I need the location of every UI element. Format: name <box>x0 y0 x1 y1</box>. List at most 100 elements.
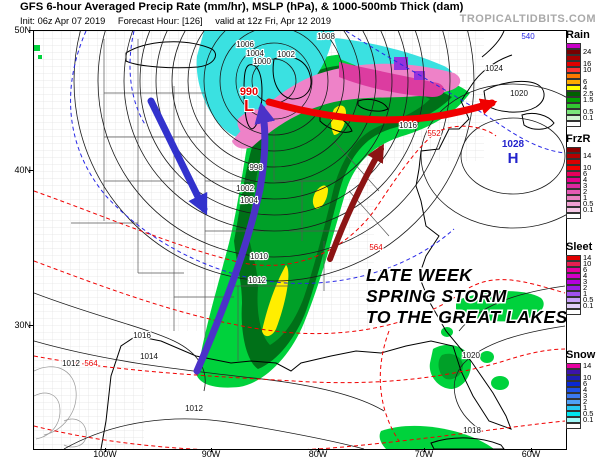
legend-scale-title: Sleet <box>566 241 593 253</box>
legend-row: 6 <box>566 379 600 388</box>
legend-row <box>566 213 600 219</box>
map-label: 1028 <box>502 139 525 150</box>
legend-color-box <box>566 417 581 423</box>
legend-row: 0.5 <box>566 409 600 418</box>
blue-cold-air-arrow <box>147 97 208 216</box>
map-label: 540 <box>521 32 535 41</box>
map-label: 1012 <box>185 404 203 413</box>
legend-color-box <box>566 411 581 417</box>
legend-color-box <box>566 279 581 285</box>
purple-storm-track-arrow <box>193 102 276 375</box>
legend-row: 4 <box>566 176 600 183</box>
lon-tick-mark <box>318 448 319 452</box>
legend-row <box>566 159 600 165</box>
legend-value: 2.5 <box>583 89 594 98</box>
legend-row: 3 <box>566 182 600 189</box>
legend-row <box>566 369 600 375</box>
legend-color-box <box>566 43 581 49</box>
map-label: 1004 <box>246 49 264 58</box>
map-label: 1016 <box>399 121 417 130</box>
legend-value: 3 <box>583 277 588 286</box>
legend-row <box>566 43 600 49</box>
thickness-red-dashed <box>34 125 566 449</box>
rain-spot-fl-east <box>480 351 494 363</box>
map-label: 1012 <box>248 276 266 285</box>
legend-row: 0.1 <box>566 415 600 424</box>
lat-tick-label: 30N <box>14 320 31 330</box>
legend-color-box <box>566 261 581 267</box>
rain-speck-2 <box>38 55 42 59</box>
map-label: 1010 <box>250 252 268 261</box>
init-time: Init: 06z Apr 07 2019 <box>20 16 106 26</box>
tropicaltidbits-watermark: TROPICALTIDBITS.COM <box>459 13 596 25</box>
legend-row: 14 <box>566 151 600 160</box>
legend-row: 0.5 <box>566 200 600 207</box>
legend-value: 6 <box>583 379 588 388</box>
legend-color-box <box>566 303 581 309</box>
legend-value: 0.1 <box>583 301 594 310</box>
legend-value: 14 <box>583 151 592 160</box>
legend-color-box <box>566 207 581 213</box>
map-label: 1002 <box>277 50 295 59</box>
legend-color-box <box>566 369 581 375</box>
legend-row: 6 <box>566 78 600 85</box>
legend-color-box <box>566 121 581 127</box>
legend-row: 1.5 <box>566 96 600 103</box>
legend-scale-rain: Rain 24 16 10 6 4 2.5 1.5 0.5 0.1 <box>566 29 600 127</box>
legend-row: 10 <box>566 164 600 171</box>
legend-row: 16 <box>566 59 600 68</box>
lat-tick-mark <box>29 325 33 326</box>
legend-row: 3 <box>566 392 600 399</box>
legend-row: 14 <box>566 254 600 261</box>
legend-color-box <box>566 61 581 67</box>
legend-row: 0.1 <box>566 113 600 122</box>
legend-value: 0.1 <box>583 113 594 122</box>
legend-row: 1 <box>566 404 600 411</box>
map-label: H <box>508 150 519 167</box>
map-label: 1012 <box>62 359 80 368</box>
legend-row: 10 <box>566 374 600 381</box>
legend-row: 3 <box>566 277 600 286</box>
legend-row: 1 <box>566 194 600 201</box>
legend-value: 6 <box>583 265 588 274</box>
legend-row <box>566 73 600 79</box>
legend-color-box <box>566 85 581 91</box>
lon-tick-mark <box>211 448 212 452</box>
legend-color-box <box>566 67 581 73</box>
legend-color-box <box>566 255 581 261</box>
rain-area-mid <box>248 74 430 345</box>
legend-value: 4 <box>583 83 588 92</box>
legend-row: 6 <box>566 170 600 177</box>
legend-value: 0.5 <box>583 409 594 418</box>
legend-value: 16 <box>583 59 592 68</box>
legend-color-box <box>566 387 581 393</box>
legend-color-box <box>566 97 581 103</box>
lat-tick-mark <box>29 30 33 31</box>
legend-color-box <box>566 147 581 153</box>
thickness-blue-dashed <box>70 31 566 284</box>
legend-row: 2.5 <box>566 89 600 98</box>
legend-color-box <box>566 183 581 189</box>
lon-tick-label: 70W <box>414 449 434 459</box>
legend-value: 0.1 <box>583 415 594 424</box>
legend-value: 0.5 <box>583 295 594 304</box>
map-label: 998 <box>249 163 263 172</box>
map-label: 564 <box>369 243 383 252</box>
legend-value: 10 <box>583 65 592 74</box>
legend-value: 4 <box>583 271 588 280</box>
legend-row <box>566 121 600 127</box>
lon-tick-label: 90W <box>201 449 221 459</box>
lon-tick-mark <box>105 448 106 452</box>
legend-color-box <box>566 405 581 411</box>
legend-value: 2 <box>583 283 588 292</box>
legend-color-box <box>566 273 581 279</box>
snow-area-main <box>196 31 334 138</box>
legend-row: 10 <box>566 259 600 268</box>
legend-color-box <box>566 309 581 315</box>
legend-value: 2 <box>583 397 588 406</box>
legend-value: 10 <box>583 259 592 268</box>
map-label: 1024 <box>485 64 503 73</box>
map-label: 1006 <box>236 40 254 49</box>
legend-color-box <box>566 159 581 165</box>
